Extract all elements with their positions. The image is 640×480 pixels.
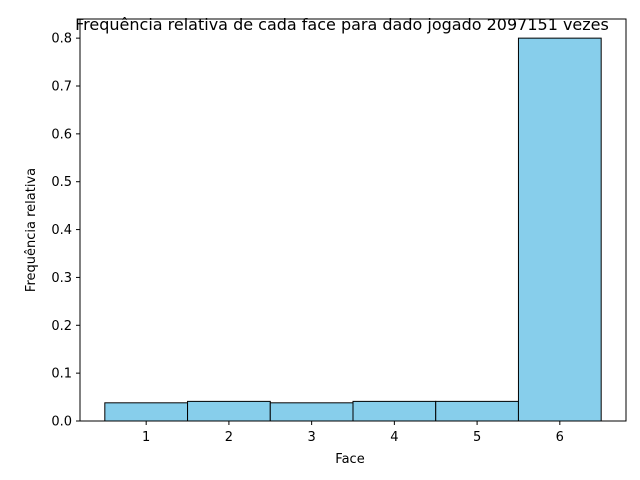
bar-face-6: [517, 37, 602, 422]
bar-face-4: [352, 400, 437, 422]
y-tick-label-0.4: 0.4: [51, 223, 72, 238]
y-axis-title: Frequência relativa: [24, 168, 39, 292]
bar-face-1: [104, 402, 189, 422]
y-tick-label-0.8: 0.8: [51, 32, 72, 47]
x-ticks-group: 1 2 3 4 5 6: [142, 421, 564, 445]
bar-face-3: [269, 402, 354, 422]
x-tick-label-5: 5: [473, 430, 481, 445]
plot-frame: [79, 18, 627, 422]
chart-title: Frequência relativa de cada face para da…: [75, 15, 609, 34]
x-tick-label-3: 3: [307, 430, 315, 445]
y-tick-label-0.5: 0.5: [51, 175, 72, 190]
bars-group: [104, 37, 602, 422]
y-tick-label-0.7: 0.7: [51, 80, 72, 95]
x-tick-label-2: 2: [225, 430, 233, 445]
x-tick-label-4: 4: [390, 430, 398, 445]
y-tick-label-0.0: 0.0: [51, 415, 72, 430]
x-tick-label-6: 6: [556, 430, 564, 445]
y-tick-label-0.1: 0.1: [51, 367, 72, 382]
bar-face-5: [435, 400, 519, 422]
y-tick-label-0.2: 0.2: [51, 319, 72, 334]
y-ticks-group: 0.0 0.1 0.2 0.3 0.4 0.5 0.6 0.7 0.8: [51, 32, 80, 430]
bar-face-2: [187, 400, 271, 422]
x-axis-title: Face: [335, 452, 364, 467]
x-tick-label-1: 1: [142, 430, 150, 445]
y-tick-label-0.6: 0.6: [51, 127, 72, 142]
y-tick-label-0.3: 0.3: [51, 271, 72, 286]
